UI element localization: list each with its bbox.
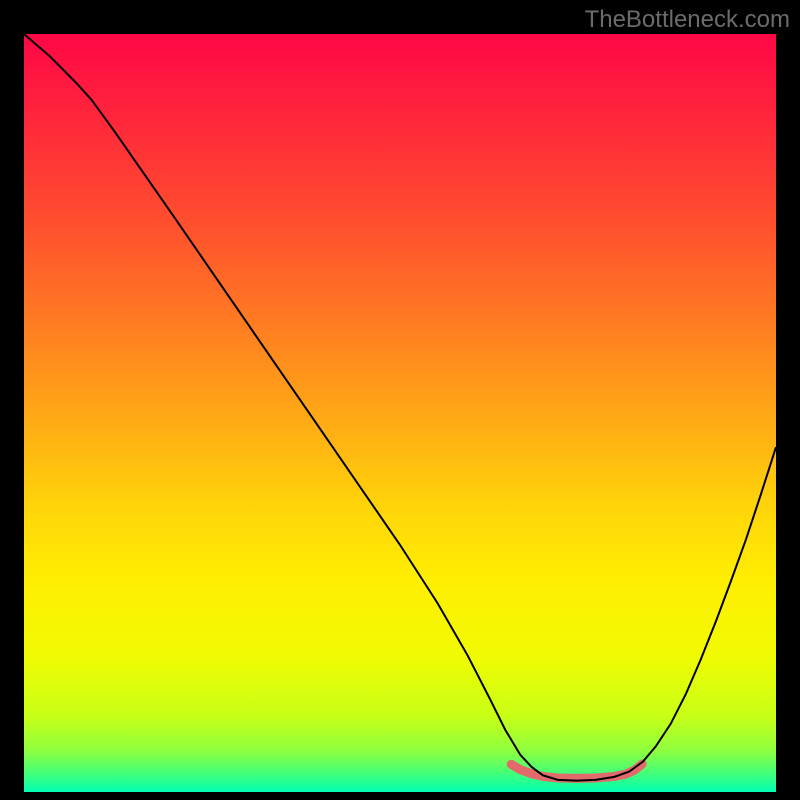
gradient-background — [24, 34, 776, 792]
bottleneck-curve-plot — [24, 34, 776, 792]
chart-container: TheBottleneck.com — [0, 0, 800, 800]
watermark-text: TheBottleneck.com — [585, 6, 790, 34]
